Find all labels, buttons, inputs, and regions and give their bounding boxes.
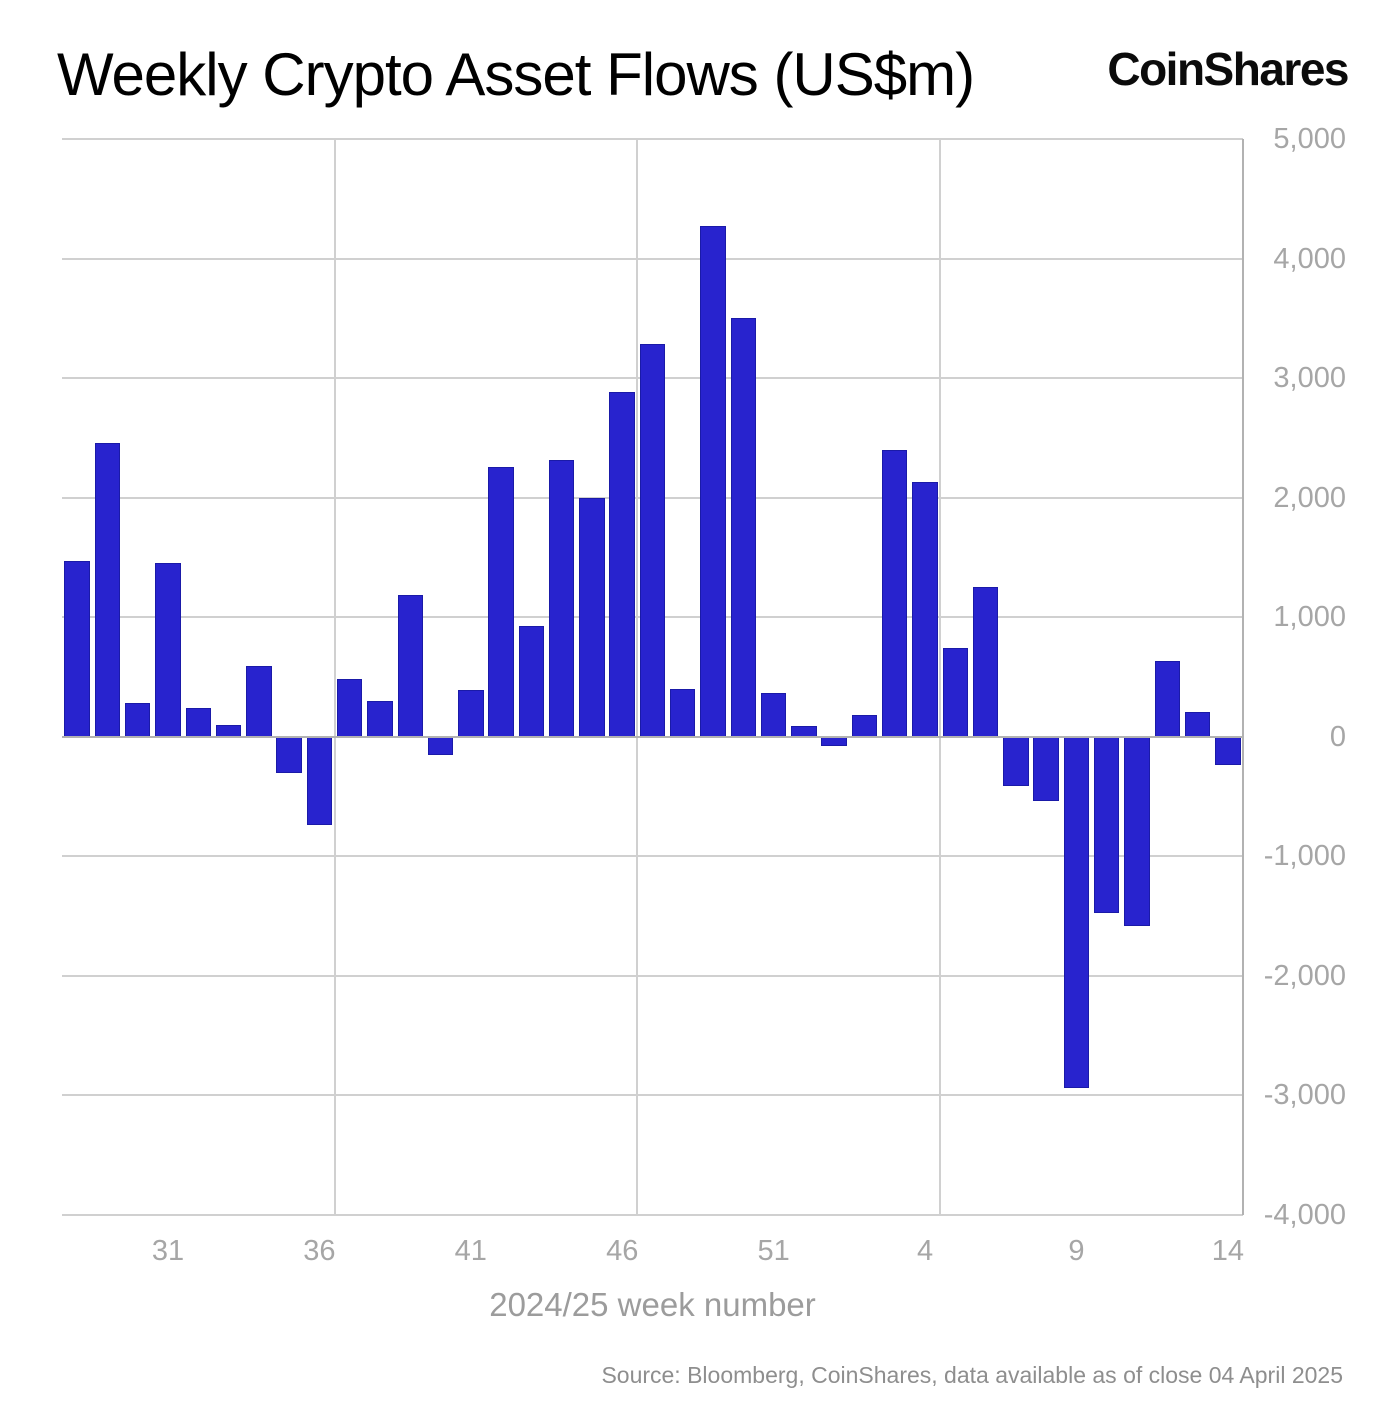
x-axis-title: 2024/25 week number (489, 1286, 816, 1323)
y-tick-label-0: 0 (1329, 720, 1346, 753)
bar-week-30 (124, 703, 151, 737)
y-tick-label-2000: 2,000 (1273, 481, 1346, 514)
bar-week-34 (246, 666, 272, 737)
bar-week-49 (700, 226, 726, 737)
bar-week-36 (306, 736, 333, 826)
x-tick-label-4: 4 (916, 1235, 934, 1267)
bar-week-44 (548, 460, 575, 737)
bar-week-50 (730, 318, 757, 737)
x-tick-label-51: 51 (757, 1235, 790, 1267)
y-tick-label-3000: 3,000 (1273, 362, 1346, 395)
x-tick-label-31: 31 (151, 1235, 185, 1267)
gridline-y--1000 (62, 855, 1243, 858)
gridline-y--2000 (62, 974, 1243, 977)
gridline-y--3000 (62, 1094, 1243, 1097)
bar-week-28 (64, 561, 90, 737)
bar-week-31 (155, 563, 181, 737)
coinshares-logo: CoinShares (1107, 43, 1349, 95)
y-tick-label--4000: -4,000 (1263, 1199, 1346, 1231)
gridline-y-5000 (62, 138, 1243, 140)
x-tick-label-36: 36 (303, 1235, 336, 1267)
bar-week-42 (488, 467, 514, 737)
y-tick-label-4000: 4,000 (1273, 242, 1346, 275)
bar-week-35 (276, 736, 302, 773)
gridline-x-after-46 (636, 139, 639, 1215)
x-tick-label-46: 46 (606, 1235, 639, 1267)
bar-week-51 (760, 693, 787, 737)
bar-week-38 (367, 700, 393, 737)
bar-week-1 (821, 736, 847, 747)
y-tick-label--2000: -2,000 (1263, 959, 1346, 992)
bar-week-6 (972, 587, 999, 737)
x-tick-label-9: 9 (1068, 1235, 1085, 1267)
bar-week-41 (458, 690, 484, 737)
bar-week-37 (336, 679, 363, 737)
y-tick-label--3000: -3,000 (1263, 1079, 1346, 1112)
plot-area (62, 138, 1244, 1216)
bar-week-4 (912, 482, 938, 737)
bar-week-46 (609, 391, 635, 737)
bar-week-11 (1124, 736, 1150, 927)
bar-week-43 (518, 626, 545, 737)
gridline-y--4000 (62, 1214, 1243, 1216)
bar-week-9 (1063, 736, 1090, 1088)
y-tick-label--1000: -1,000 (1263, 840, 1346, 873)
bar-week-48 (670, 688, 696, 737)
source-note: Source: Bloomberg, CoinShares, data avai… (601, 1362, 1343, 1388)
bar-week-10 (1094, 736, 1120, 914)
x-tick-label-14: 14 (1211, 1235, 1244, 1267)
bar-week-13 (1184, 712, 1211, 737)
bar-week-12 (1154, 660, 1180, 737)
bar-week-3 (882, 449, 908, 737)
gridline-x-after-36 (333, 139, 336, 1215)
bar-week-40 (427, 736, 454, 755)
bar-week-32 (185, 708, 211, 737)
bar-week-45 (579, 497, 605, 737)
bar-week-2 (851, 715, 878, 737)
x-tick-label-41: 41 (454, 1235, 487, 1267)
bar-week-29 (94, 443, 121, 737)
gridline-y-0 (62, 735, 1243, 738)
bar-week-47 (639, 344, 666, 737)
chart-title: Weekly Crypto Asset Flows (US$m) (57, 41, 975, 108)
y-tick-label-5000: 5,000 (1273, 123, 1346, 155)
bar-week-7 (1003, 736, 1029, 787)
gridline-x-after-4 (939, 139, 942, 1215)
bar-week-8 (1033, 736, 1059, 801)
gridline-y-4000 (62, 257, 1243, 260)
bar-week-39 (397, 594, 423, 737)
y-axis-line (1242, 139, 1244, 1215)
bar-week-14 (1215, 736, 1241, 765)
y-tick-label-1000: 1,000 (1273, 601, 1346, 634)
bar-week-5 (942, 648, 969, 737)
